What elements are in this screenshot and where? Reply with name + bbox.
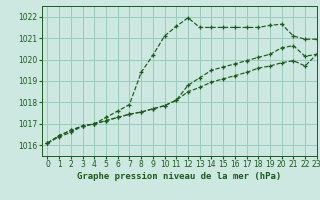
X-axis label: Graphe pression niveau de la mer (hPa): Graphe pression niveau de la mer (hPa) <box>77 172 281 181</box>
